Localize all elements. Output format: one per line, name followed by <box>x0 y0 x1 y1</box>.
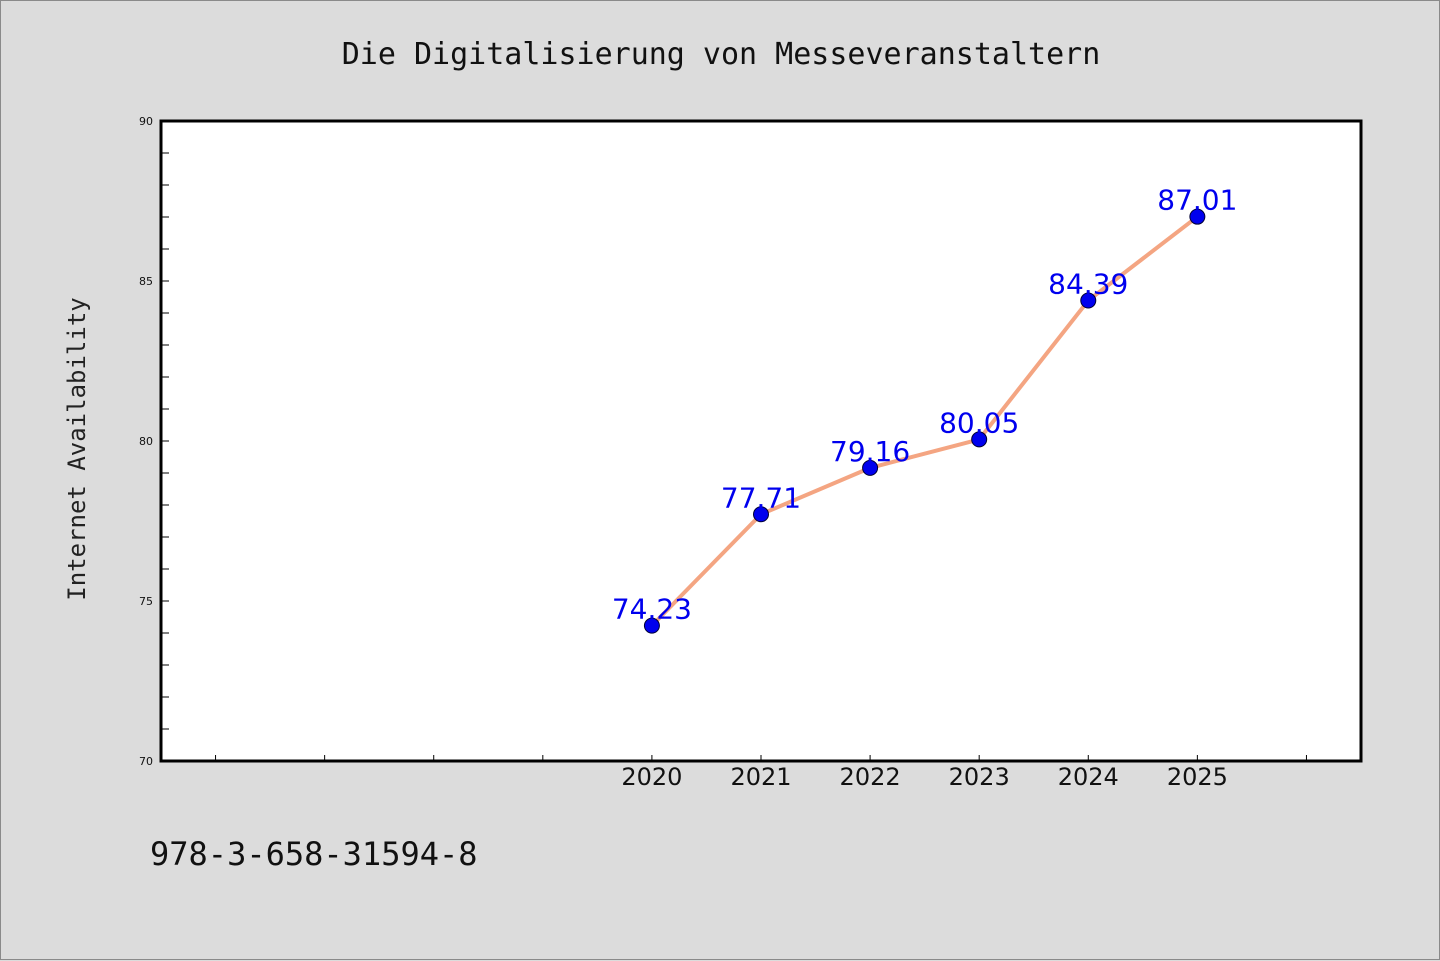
y-tick-label: 90 <box>139 115 153 128</box>
data-point <box>1189 208 1206 225</box>
x-tick-label: 2021 <box>730 763 791 791</box>
data-label: 79.16 <box>830 435 910 468</box>
isbn-footer: 978-3-658-31594-8 <box>150 835 478 873</box>
data-labels: 74.23 77.71 79.16 80.05 84.39 87.01 <box>612 184 1238 626</box>
data-label: 80.05 <box>939 406 1019 439</box>
data-point <box>753 506 769 523</box>
y-tick-label: 85 <box>139 275 153 288</box>
x-tick-label: 2022 <box>840 763 901 791</box>
chart-title: Die Digitalisierung von Messeveranstalte… <box>342 37 1101 72</box>
y-tick-label: 75 <box>139 595 153 608</box>
x-tick-label: 2025 <box>1167 763 1228 791</box>
data-label: 74.23 <box>612 593 692 626</box>
y-tick-label: 80 <box>139 435 153 448</box>
y-tick-label: 70 <box>139 755 153 768</box>
data-point <box>643 617 660 634</box>
data-label: 77.71 <box>721 481 801 514</box>
data-label: 84.39 <box>1048 268 1128 301</box>
data-point <box>971 431 988 448</box>
data-point <box>862 459 879 476</box>
x-tick-label: 2023 <box>949 763 1010 791</box>
data-label: 87.01 <box>1157 184 1237 217</box>
data-point <box>1080 292 1097 309</box>
series-line <box>649 214 1200 628</box>
plot-area <box>159 119 1363 763</box>
x-tick-label: 2024 <box>1058 763 1119 791</box>
data-series <box>643 208 1206 634</box>
axis-ticks: 70 75 80 85 90 2020 2021 2022 2023 2024 2025 <box>139 115 1307 791</box>
x-tick-label: 2020 <box>621 763 682 791</box>
y-axis-label: Internet Availability <box>63 297 91 600</box>
